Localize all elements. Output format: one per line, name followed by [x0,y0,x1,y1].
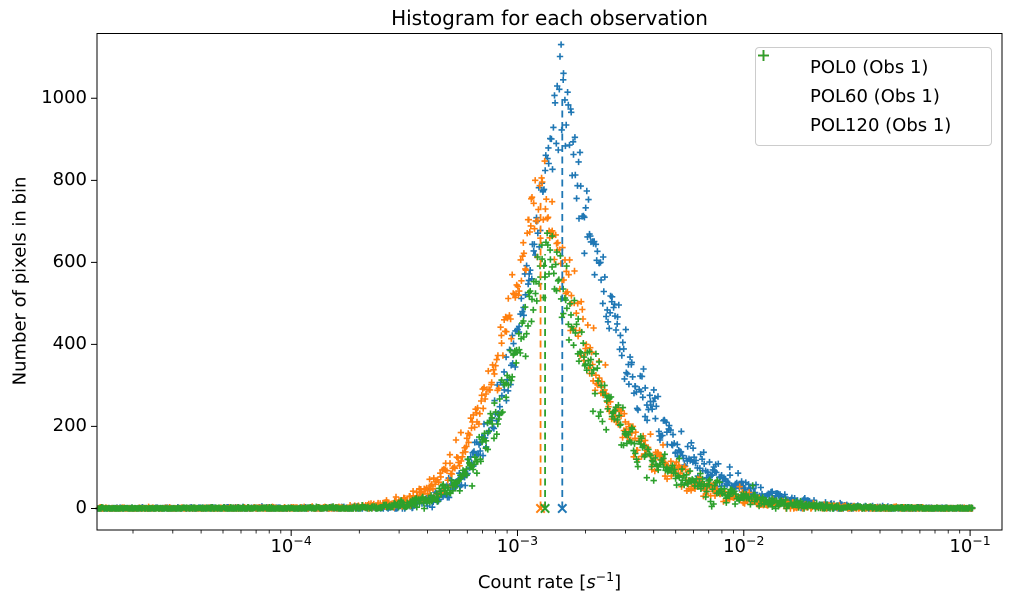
x-tick-label: 10−4 [270,533,312,557]
x-tick-base: 10 [949,536,973,557]
x-tick-base: 10 [270,536,294,557]
legend: POL0 (Obs 1) POL60 (Obs 1) POL120 (Obs 1) [755,47,992,146]
y-tick-label: 600 [52,251,87,273]
x-tick-exponent: −1 [972,533,991,548]
x-tick-label: 10−3 [496,533,539,557]
x-axis-label: Count rate [s−1] [97,569,1002,593]
x-tick-base: 10 [723,536,747,557]
scatter-series-pol120 [95,230,976,512]
legend-item-pol120: POL120 (Obs 1) [756,50,991,140]
x-tick-label: 10−2 [723,533,765,557]
x-tick-base: 10 [496,536,520,557]
mode-x-marker-icon [540,503,550,514]
y-tick-label: 400 [52,333,87,355]
chart-title: Histogram for each observation [391,6,708,30]
minor-ticks [132,530,961,534]
x-tick-exponent: −3 [519,533,539,548]
legend-item-pol60: POL60 (Obs 1) [756,50,991,111]
x-axis-label-exponent: −1 [595,569,615,584]
scatter-series-pol60 [95,157,976,512]
legend-label: POL120 (Obs 1) [810,115,952,136]
y-tick-label: 800 [52,169,87,191]
mode-x-marker-icon [557,503,568,514]
y-tick-label: 200 [52,415,87,437]
x-axis-label-text: Count rate [ [477,572,587,593]
y-tick-label: 1000 [41,87,87,109]
x-tick-label: 10−1 [949,533,991,557]
major-ticks [91,97,971,536]
x-axis-label-unit: s [586,572,596,593]
x-tick-exponent: −4 [293,533,312,548]
x-tick-exponent: −2 [746,533,765,548]
x-axis-label-close: ] [614,572,622,593]
y-tick-label: 0 [75,497,87,519]
legend-label: POL0 (Obs 1) [810,57,929,78]
legend-label: POL60 (Obs 1) [810,86,940,107]
axes-frame [96,33,1003,531]
legend-item-pol0: POL0 (Obs 1) [756,50,991,82]
